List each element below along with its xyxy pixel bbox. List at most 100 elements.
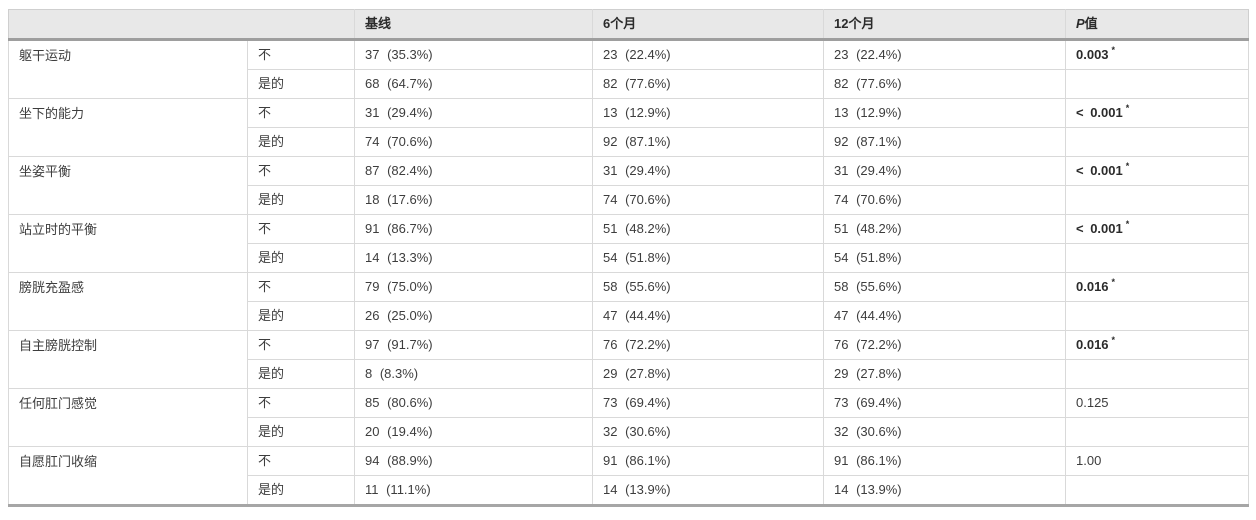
value-cell-baseline: 31 (29.4%) — [354, 98, 593, 128]
answer-cell-no: 不 — [247, 330, 355, 360]
value-cell-m12: 91 (86.1%) — [823, 446, 1066, 476]
value-cell-m6: 47 (44.4%) — [592, 301, 824, 331]
group-row-yes: 是的 18 (17.6%) 74 (70.6%) 74 (70.6%) — [9, 185, 1249, 215]
category-cell: 任何肛门感觉 — [8, 388, 248, 447]
group-row-no: 自愿肛门收缩不 94 (88.9%) 91 (86.1%) 91 (86.1%) 1.0… — [8, 446, 1249, 506]
p-value-empty-cell — [1065, 127, 1249, 157]
group-row-no: 躯干运动不 37 (35.3%) 23 (22.4%) 23 (22.4%) 0.003… — [8, 39, 1249, 99]
value-cell-m6: 13 (12.9%) — [592, 98, 824, 128]
value-cell-m12: 82 (77.6%) — [823, 69, 1066, 99]
p-value-text: < 0.001 — [1076, 221, 1123, 236]
category-cell: 自主膀胱控制 — [8, 330, 248, 389]
group-row-no: 站立时的平衡不 91 (86.7%) 51 (48.2%) 51 (48.2%) < 0… — [8, 214, 1249, 273]
value-cell-baseline: 85 (80.6%) — [354, 388, 593, 418]
significance-asterisk: * — [1111, 334, 1116, 345]
p-value-text: 0.003 — [1076, 47, 1109, 62]
value-cell-m12: 29 (27.8%) — [823, 359, 1066, 389]
value-cell-m6: 92 (87.1%) — [592, 127, 824, 157]
value-cell-m12: 31 (29.4%) — [823, 156, 1066, 186]
value-cell-m6: 58 (55.6%) — [592, 272, 824, 302]
value-cell-baseline: 91 (86.7%) — [354, 214, 593, 244]
value-cell-m6: 54 (51.8%) — [592, 243, 824, 273]
category-cell: 站立时的平衡 — [8, 214, 248, 273]
group-row-no: 坐姿平衡不 87 (82.4%) 31 (29.4%) 31 (29.4%) < 0.0… — [8, 156, 1249, 215]
value-cell-m12: 74 (70.6%) — [823, 185, 1066, 215]
p-value-empty-cell — [1065, 243, 1249, 273]
value-cell-baseline: 8 (8.3%) — [354, 359, 593, 389]
value-cell-m6: 82 (77.6%) — [592, 69, 824, 99]
answer-cell-yes: 是的 — [247, 301, 355, 331]
value-cell-m6: 32 (30.6%) — [592, 417, 824, 447]
p-value-cell: 1.00 — [1065, 446, 1249, 476]
group-row-no: 任何肛门感觉不 85 (80.6%) 73 (69.4%) 73 (69.4%) 0.1… — [8, 388, 1249, 447]
header-blank-cell — [8, 9, 355, 41]
header-p-value: P值 — [1065, 9, 1249, 41]
answer-cell-yes: 是的 — [247, 359, 355, 389]
value-cell-m12: 47 (44.4%) — [823, 301, 1066, 331]
value-cell-m12: 23 (22.4%) — [823, 39, 1066, 70]
significance-asterisk: * — [1125, 218, 1130, 229]
value-cell-baseline: 79 (75.0%) — [354, 272, 593, 302]
answer-cell-yes: 是的 — [247, 475, 355, 506]
answer-cell-no: 不 — [247, 98, 355, 128]
header-baseline: 基线 — [354, 9, 593, 41]
group-row-no: 膀胱充盈感不 79 (75.0%) 58 (55.6%) 58 (55.6%) 0.01… — [8, 272, 1249, 331]
p-value-empty-cell — [1065, 185, 1249, 215]
value-cell-m6: 23 (22.4%) — [592, 39, 824, 70]
value-cell-baseline: 26 (25.0%) — [354, 301, 593, 331]
significance-asterisk: * — [1125, 160, 1130, 171]
group-row-no: 坐下的能力不 31 (29.4%) 13 (12.9%) 13 (12.9%) < 0.… — [8, 98, 1249, 157]
p-value-empty-cell — [1065, 301, 1249, 331]
value-cell-baseline: 87 (82.4%) — [354, 156, 593, 186]
p-value-cell: < 0.001 * — [1065, 156, 1249, 186]
value-cell-m12: 14 (13.9%) — [823, 475, 1066, 506]
value-cell-baseline: 94 (88.9%) — [354, 446, 593, 476]
p-value-italic-letter: P — [1076, 16, 1085, 31]
p-value-empty-cell — [1065, 417, 1249, 447]
value-cell-m6: 91 (86.1%) — [592, 446, 824, 476]
p-value-text: < 0.001 — [1076, 163, 1123, 178]
answer-cell-no: 不 — [247, 156, 355, 186]
value-cell-m6: 51 (48.2%) — [592, 214, 824, 244]
group-row-yes: 是的 68 (64.7%) 82 (77.6%) 82 (77.6%) — [9, 69, 1249, 99]
p-value-cell: < 0.001 * — [1065, 98, 1249, 128]
value-cell-m6: 31 (29.4%) — [592, 156, 824, 186]
answer-cell-no: 不 — [247, 446, 355, 476]
p-value-empty-cell — [1065, 475, 1249, 506]
significance-asterisk: * — [1111, 276, 1116, 287]
value-cell-m6: 29 (27.8%) — [592, 359, 824, 389]
value-cell-m12: 92 (87.1%) — [823, 127, 1066, 157]
value-cell-m12: 32 (30.6%) — [823, 417, 1066, 447]
value-cell-baseline: 37 (35.3%) — [354, 39, 593, 70]
p-value-empty-cell — [1065, 359, 1249, 389]
value-cell-m12: 13 (12.9%) — [823, 98, 1066, 128]
category-cell: 坐姿平衡 — [8, 156, 248, 215]
answer-cell-no: 不 — [247, 39, 355, 70]
category-cell: 自愿肛门收缩 — [8, 446, 248, 506]
p-value-cell: 0.016 * — [1065, 330, 1249, 360]
p-value-empty-cell — [1065, 69, 1249, 99]
value-cell-baseline: 68 (64.7%) — [354, 69, 593, 99]
p-value-cell: < 0.001 * — [1065, 214, 1249, 244]
value-cell-m12: 51 (48.2%) — [823, 214, 1066, 244]
p-value-text: 0.016 — [1076, 279, 1109, 294]
group-row-yes: 是的 11 (11.1%) 14 (13.9%) 14 (13.9%) — [9, 475, 1249, 506]
answer-cell-yes: 是的 — [247, 243, 355, 273]
category-cell: 躯干运动 — [8, 39, 248, 99]
answer-cell-no: 不 — [247, 388, 355, 418]
significance-asterisk: * — [1125, 102, 1130, 113]
answer-cell-yes: 是的 — [247, 69, 355, 99]
answer-cell-yes: 是的 — [247, 127, 355, 157]
p-value-text: < 0.001 — [1076, 105, 1123, 120]
value-cell-m12: 73 (69.4%) — [823, 388, 1066, 418]
answer-cell-yes: 是的 — [247, 185, 355, 215]
value-cell-baseline: 11 (11.1%) — [354, 475, 593, 506]
p-value-text: 1.00 — [1076, 453, 1102, 468]
group-row-no: 自主膀胱控制不 97 (91.7%) 76 (72.2%) 76 (72.2%) 0.0… — [8, 330, 1249, 389]
value-cell-m12: 58 (55.6%) — [823, 272, 1066, 302]
category-cell: 坐下的能力 — [8, 98, 248, 157]
value-cell-baseline: 14 (13.3%) — [354, 243, 593, 273]
p-value-cell: 0.003 * — [1065, 39, 1249, 70]
category-cell: 膀胱充盈感 — [8, 272, 248, 331]
answer-cell-no: 不 — [247, 214, 355, 244]
